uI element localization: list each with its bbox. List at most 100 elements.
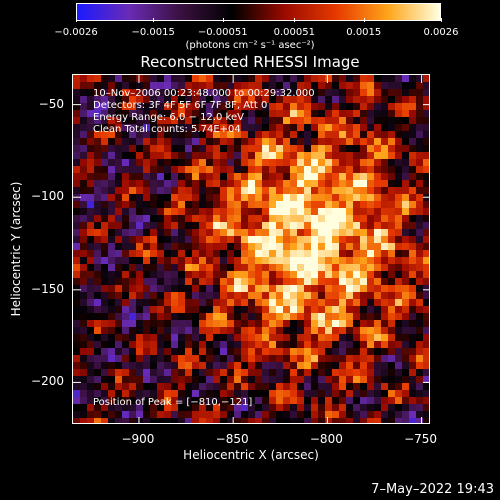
heatmap-cell xyxy=(290,362,298,370)
heatmap-cell xyxy=(276,376,284,384)
heatmap-cell xyxy=(248,96,256,104)
heatmap-cell xyxy=(311,166,319,174)
heatmap-cell xyxy=(241,166,249,174)
heatmap-cell xyxy=(220,397,228,405)
heatmap-cell xyxy=(402,166,410,174)
heatmap-cell xyxy=(311,243,319,251)
heatmap-cell xyxy=(108,390,116,398)
heatmap-cell xyxy=(115,376,123,384)
heatmap-cell xyxy=(423,124,429,132)
heatmap-cell xyxy=(206,285,214,293)
heatmap-cell xyxy=(122,187,130,195)
heatmap-cell xyxy=(150,236,158,244)
heatmap-cell xyxy=(388,383,396,391)
heatmap-cell xyxy=(185,369,193,377)
heatmap-cell xyxy=(248,187,256,195)
heatmap-cell xyxy=(409,299,417,307)
heatmap-cell xyxy=(416,348,424,356)
heatmap-cell xyxy=(304,285,312,293)
heatmap-cell xyxy=(241,236,249,244)
heatmap-cell xyxy=(108,187,116,195)
heatmap-cell xyxy=(122,264,130,272)
heatmap-cell xyxy=(122,278,130,286)
heatmap-cell xyxy=(171,236,179,244)
heatmap-cell xyxy=(360,159,368,167)
heatmap-cell xyxy=(325,299,333,307)
heatmap-cell xyxy=(220,278,228,286)
heatmap-cell xyxy=(241,145,249,153)
heatmap-cell xyxy=(220,138,228,146)
heatmap-cell xyxy=(248,362,256,370)
heatmap-cell xyxy=(192,341,200,349)
heatmap-cell xyxy=(248,397,256,405)
heatmap-cell xyxy=(353,75,361,83)
heatmap-cell xyxy=(325,236,333,244)
heatmap-cell xyxy=(353,180,361,188)
heatmap-cell xyxy=(150,376,158,384)
heatmap-cell xyxy=(297,201,305,209)
heatmap-cell xyxy=(150,271,158,279)
heatmap-cell xyxy=(108,320,116,328)
heatmap-cell xyxy=(255,306,263,314)
heatmap-cell xyxy=(185,173,193,181)
heatmap-cell xyxy=(94,152,102,160)
heatmap-cell xyxy=(269,369,277,377)
heatmap-cell xyxy=(332,131,340,139)
heatmap-cell xyxy=(199,75,207,83)
heatmap-cell xyxy=(241,390,249,398)
heatmap-cell xyxy=(227,208,235,216)
heatmap-cell xyxy=(318,222,326,230)
colorbar-tick-label: −0.0026 xyxy=(54,27,98,38)
heatmap-cell xyxy=(423,208,429,216)
heatmap-cell xyxy=(283,222,291,230)
heatmap-cell xyxy=(73,313,81,321)
counts-annotation: Clean Total counts: 5.74E+04 xyxy=(93,124,241,135)
detectors-annotation: Detectors: 3F 4F 5F 6F 7F 8F, Att 0 xyxy=(93,100,268,111)
heatmap-cell xyxy=(129,383,137,391)
heatmap-cell xyxy=(220,341,228,349)
heatmap-cell xyxy=(318,124,326,132)
heatmap-cell xyxy=(409,257,417,265)
heatmap-cell xyxy=(332,376,340,384)
heatmap-cell xyxy=(213,327,221,335)
heatmap-cell xyxy=(234,334,242,342)
heatmap-cell xyxy=(255,166,263,174)
heatmap-cell xyxy=(94,369,102,377)
heatmap-cell xyxy=(192,103,200,111)
heatmap-cell xyxy=(234,243,242,251)
heatmap-cell xyxy=(143,404,151,412)
heatmap-cell xyxy=(241,194,249,202)
heatmap-cell xyxy=(297,250,305,258)
heatmap-cell xyxy=(255,75,263,83)
heatmap-cell xyxy=(339,243,347,251)
heatmap-cell xyxy=(332,250,340,258)
heatmap-cell xyxy=(129,75,137,83)
heatmap-cell xyxy=(402,376,410,384)
heatmap-cell xyxy=(241,327,249,335)
heatmap-cell xyxy=(206,117,214,125)
heatmap-cell xyxy=(220,152,228,160)
heatmap-cell xyxy=(360,411,368,419)
heatmap-cell xyxy=(185,75,193,83)
heatmap-cell xyxy=(332,159,340,167)
heatmap-cell xyxy=(360,271,368,279)
heatmap-cell xyxy=(297,194,305,202)
heatmap-cell xyxy=(416,327,424,335)
heatmap-cell xyxy=(241,89,249,97)
heatmap-cell xyxy=(192,313,200,321)
heatmap-cell xyxy=(381,320,389,328)
heatmap-cell xyxy=(388,187,396,195)
heatmap-cell xyxy=(94,215,102,223)
heatmap-cell xyxy=(227,236,235,244)
heatmap-cell xyxy=(325,383,333,391)
heatmap-cell xyxy=(129,89,137,97)
heatmap-cell xyxy=(416,180,424,188)
heatmap-cell xyxy=(234,327,242,335)
heatmap-cell xyxy=(283,313,291,321)
heatmap-cell xyxy=(185,257,193,265)
heatmap-cell xyxy=(241,285,249,293)
heatmap-cell xyxy=(192,75,200,83)
heatmap-cell xyxy=(192,236,200,244)
heatmap-cell xyxy=(311,96,319,104)
heatmap-cell xyxy=(416,236,424,244)
